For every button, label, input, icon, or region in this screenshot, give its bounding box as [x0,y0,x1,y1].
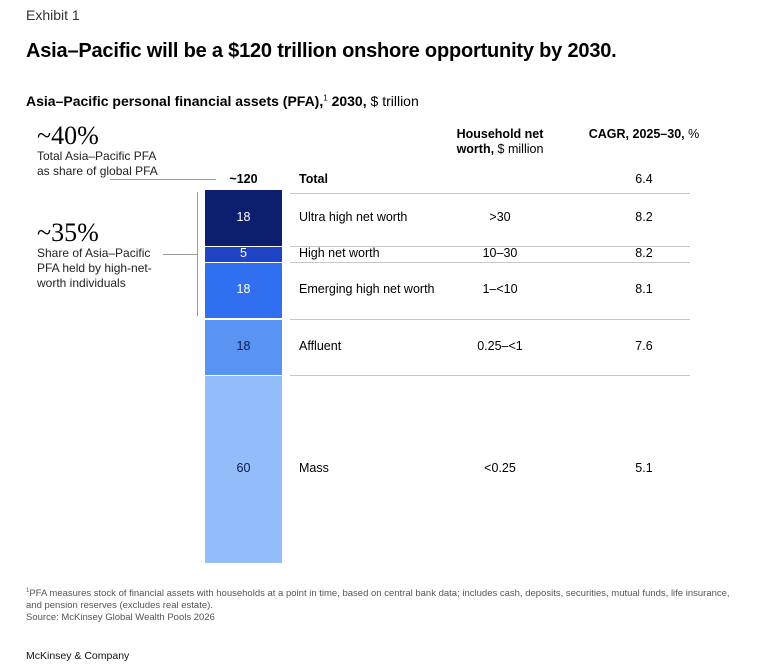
segment-row-label: Mass [299,460,329,475]
exhibit-label: Exhibit 1 [26,7,80,23]
segment-row-cagr: 7.6 [635,338,653,353]
chart-subtitle: Asia–Pacific personal financial assets (… [26,93,419,109]
header-net-worth-title: Household net worth, [456,127,544,156]
callout-hnwi-leader [163,254,198,255]
segment-row-label: Ultra high net worth [299,210,408,225]
header-cagr-title: CAGR, 2025–30, [588,127,685,141]
callout-hnwi-bracket [197,192,198,316]
segment-row-cagr: 5.1 [635,460,653,475]
segment-row-label: Affluent [299,338,342,353]
segment-row-divider [290,319,690,320]
bar-segment-value: 18 [236,338,251,353]
footnote-source: Source: McKinsey Global Wealth Pools 202… [26,612,215,624]
bar-segment-value: 18 [236,282,251,297]
segment-row-cagr: 8.2 [635,246,653,261]
header-net-worth-unit: $ million [494,142,544,156]
footnote-definition: 1PFA measures stock of financial assets … [26,585,746,612]
total-row-divider [290,193,690,194]
header-cagr-unit: % [684,127,700,141]
bar-total-label: ~120 [229,172,258,186]
segment-row-cagr: 8.1 [635,282,653,297]
segment-row-cagr: 8.2 [635,210,653,225]
callout-hnwi-value: ~35% [37,218,99,247]
callout-share-global-value: ~40% [37,121,99,150]
bar-segment [205,190,282,247]
footnote: 1PFA measures stock of financial assets … [26,585,746,624]
segment-row-net-worth: 10–30 [482,246,518,261]
chart-title: Asia–Pacific will be a $120 trillion ons… [26,40,617,62]
total-row-cagr: 6.4 [635,172,653,186]
segment-row-divider [290,375,690,376]
segment-row-label: Emerging high net worth [299,282,435,297]
bar-segment-value: 60 [236,460,251,475]
header-net-worth: Household net worth, $ million [440,127,560,157]
subtitle-unit: $ trillion [366,93,419,109]
bar-segment [205,375,282,563]
subtitle-year: 2030, [327,93,367,109]
callout-share-global-leader [110,179,216,180]
header-cagr: CAGR, 2025–30, % [585,127,703,142]
subtitle-footnote-mark: 1 [323,93,328,103]
segment-row-divider [290,262,690,263]
segment-row-label: High net worth [299,246,380,261]
total-row-label: Total [299,172,328,186]
segment-row-net-worth: 1–<10 [482,282,518,297]
bar-segment-value: 5 [240,246,247,261]
footnote-text: PFA measures stock of financial assets w… [26,588,730,612]
bar-segment [205,247,282,263]
callout-hnwi-text: Share of Asia–Pacific PFA held by high-n… [37,246,152,290]
callout-share-global-text: Total Asia–Pacific PFA as share of globa… [37,149,158,178]
brand-name: McKinsey & Company [26,650,130,662]
segment-row-net-worth: >30 [489,210,511,225]
segment-row-net-worth: <0.25 [484,460,516,475]
subtitle-bold: Asia–Pacific personal financial assets (… [26,93,324,109]
bar-segment [205,319,282,375]
bar-segment-value: 18 [236,210,251,225]
bar-segment [205,263,282,319]
segment-row-net-worth: 0.25–<1 [477,338,523,353]
segment-row-divider [290,246,690,247]
footnote-mark: 1 [26,588,30,594]
